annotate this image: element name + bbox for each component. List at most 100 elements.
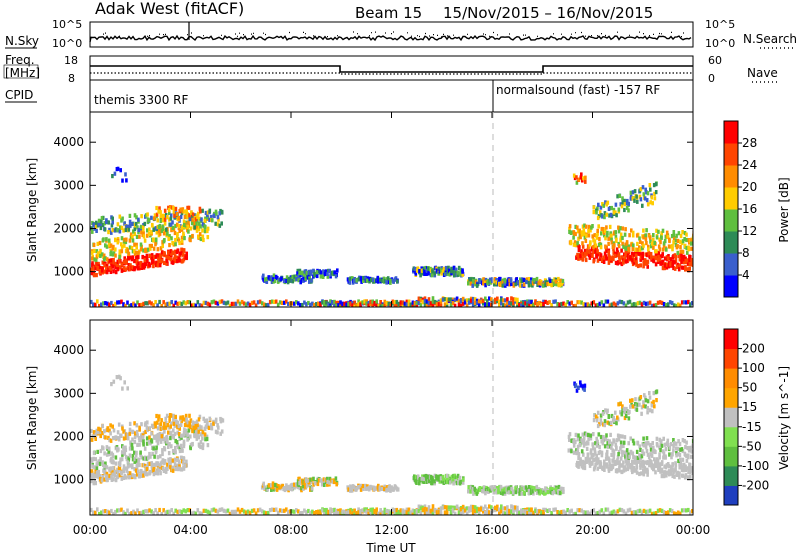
range-gate-cell [152,446,155,451]
range-gate-cell [150,509,153,514]
range-gate-cell [546,282,549,287]
range-gate-cell [173,256,176,261]
x-tick-label: 20:00 [575,523,610,537]
range-gate-cell [327,268,330,273]
range-gate-cell [160,258,164,263]
range-gate-cell [220,507,224,512]
range-gate-cell [96,251,100,256]
range-gate-cell [510,281,513,287]
range-gate-cell [676,510,680,515]
y-tick-label: 2000 [53,429,84,443]
range-gate-cell [142,473,145,478]
range-gate-cell [602,259,606,264]
nave-tick-top: 60 [708,54,722,67]
x-axis: 00:00 04:00 08:00 12:00 16:00 20:00 00:00 [73,112,711,537]
range-gate-cell [623,232,627,237]
range-gate-cell [293,509,296,514]
range-gate-cell [595,418,599,423]
range-gate-cell [271,485,275,490]
range-gate-cell [469,485,473,490]
range-gate-cell [125,468,129,473]
range-gate-cell [439,476,443,481]
range-gate-cell [120,244,124,249]
range-gate-cell [612,451,616,456]
range-gate-cell [594,457,598,462]
range-gate-cell [382,276,386,281]
range-gate-cell [688,266,691,271]
range-gate-cell [206,215,209,220]
range-gate-cell [462,477,465,482]
range-gate-cell [587,228,590,234]
range-gate-cell [301,302,304,307]
range-gate-cell [576,444,580,449]
range-gate-cell [123,221,126,226]
range-gate-cell [302,272,306,277]
range-gate-cell [475,508,479,514]
range-gate-cell [682,300,686,305]
range-gate-cell [651,201,654,206]
range-gate-cell [331,300,334,305]
range-gate-cell [150,464,154,469]
range-gate-cell [159,422,163,427]
range-gate-cell [298,271,301,276]
range-gate-cell [323,508,326,513]
range-gate-cell [121,452,124,457]
range-gate-cell [199,440,203,445]
range-gate-cell [620,469,623,475]
range-gate-cell [677,231,681,236]
range-gate-cell [491,278,494,283]
range-gate-cell [600,226,604,232]
range-gate-cell [581,241,584,246]
range-gate-cell [455,504,459,509]
range-gate-cell [610,240,614,245]
x-tick-label: 00:00 [676,523,711,537]
range-gate-cell [366,276,370,281]
range-gate-cell [629,398,632,403]
range-gate-cell [357,299,360,304]
range-gate-cell [158,206,161,211]
range-gate-cell [197,429,201,434]
range-gate-cell [596,439,599,444]
range-gate-cell [117,470,120,475]
range-gate-cell [357,302,360,307]
range-gate-cell [311,301,314,306]
range-gate-cell [349,484,352,489]
range-gate-cell [685,453,688,459]
range-gate-cell [333,299,336,304]
range-gate-cell [461,269,464,274]
range-gate-cell [364,276,367,281]
range-gate-cell [152,259,155,264]
range-gate-cell [98,268,102,274]
range-gate-cell [409,511,413,515]
range-gate-cell [678,257,682,262]
range-gate-cell [321,274,325,279]
colorbar-cell [724,165,738,188]
range-gate-cell [172,433,175,438]
range-gate-cell [531,485,534,491]
range-gate-cell [488,504,491,509]
range-gate-cell [174,466,178,472]
range-gate-cell [96,507,99,512]
range-gate-cell [520,278,523,283]
range-gate-cell [158,468,162,473]
range-gate-cell [619,236,623,241]
range-gate-cell [179,455,183,460]
range-gate-cell [274,507,278,512]
range-gate-cell [128,213,132,218]
range-gate-cell [632,252,636,257]
range-gate-cell [120,433,123,438]
range-gate-cell [99,225,103,231]
range-gate-cell [145,441,149,446]
range-gate-cell [119,225,122,230]
range-gate-cell [678,452,682,457]
range-gate-cell [674,254,678,259]
range-gate-cell [309,484,312,490]
range-gate-cell [475,491,479,496]
range-gate-cell [323,482,326,487]
range-gate-cell [328,480,331,485]
range-gate-cell [216,215,220,220]
range-gate-cell [631,190,635,195]
range-gate-cell [169,465,172,470]
range-gate-cell [114,227,118,232]
range-gate-cell [272,299,276,304]
